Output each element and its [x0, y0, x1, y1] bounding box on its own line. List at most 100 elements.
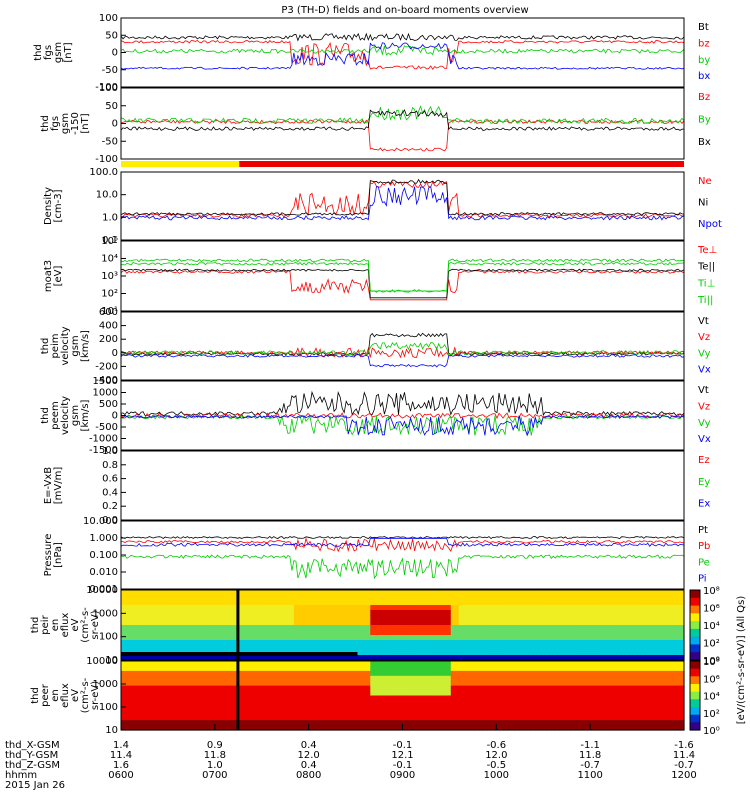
spectrogram-cell	[249, 625, 255, 631]
spectrogram-cell	[125, 665, 130, 672]
y-tick-label: 0.2	[102, 501, 118, 512]
spectrogram-cell	[414, 700, 420, 706]
spectrogram-cell	[201, 670, 206, 677]
y-tick-label: 100	[99, 702, 118, 713]
spectrogram-cell	[491, 640, 496, 646]
spectrogram-cell	[189, 635, 194, 641]
spectrogram-cell	[338, 705, 343, 711]
spectrogram-cell	[149, 690, 154, 697]
spectrogram-cell	[655, 665, 661, 672]
spectrogram-cell	[579, 620, 584, 626]
spectrogram-cell	[382, 630, 387, 636]
spectrogram-cell	[257, 605, 263, 611]
spectrogram-cell	[635, 650, 641, 656]
spectrogram-cell	[342, 590, 347, 596]
spectrogram-cell	[547, 685, 552, 692]
spectrogram-cell	[125, 615, 130, 621]
spectrogram-cell	[454, 675, 460, 682]
spectrogram-cell	[643, 695, 649, 701]
spectrogram-cell	[297, 600, 303, 606]
spectrogram-cell	[330, 690, 335, 697]
spectrogram-cell	[671, 715, 677, 721]
spectrogram-cell	[627, 680, 633, 687]
spectrogram-cell	[149, 665, 154, 672]
spectrogram-cell	[273, 605, 279, 611]
spectrogram-cell	[141, 700, 146, 706]
x-tick-label: 1.0	[207, 760, 223, 771]
spectrogram-cell	[285, 670, 291, 677]
spectrogram-cell	[217, 700, 223, 706]
spectrogram-cell	[671, 650, 677, 656]
x-axis-labels: thd_X-GSM 1.4 0.9 0.4 -0.1 -0.6 -1.1 -1.6thd_Y-…	[5, 724, 697, 791]
spectrogram-cell	[434, 690, 440, 697]
spectrogram-cell	[523, 715, 528, 721]
spectrogram-cell	[161, 590, 166, 596]
spectrogram-cell	[663, 605, 669, 611]
spectrogram-cell	[402, 625, 408, 631]
spectrogram-cell	[623, 705, 629, 711]
spectrogram-cell	[527, 595, 532, 601]
spectrogram-cell	[527, 705, 532, 711]
spectrogram-cell	[470, 645, 476, 651]
spectrogram-cell	[221, 670, 227, 677]
spectrogram-cell	[269, 625, 275, 631]
spectrogram-cell	[563, 690, 568, 697]
spectrogram-cell	[165, 680, 170, 687]
spectrogram-cell	[511, 630, 516, 636]
spectrogram-cell	[470, 610, 476, 616]
spectrogram-cell	[177, 625, 182, 631]
spectrogram-cell	[281, 605, 287, 611]
spectrogram-cell	[281, 655, 287, 661]
y-axis-label: sr-eV)	[90, 681, 101, 710]
spectrogram-cell	[165, 690, 170, 697]
spectrogram-cell	[647, 720, 653, 726]
spectrogram-cell	[635, 655, 641, 661]
spectrogram-cell	[390, 690, 395, 697]
spectrogram-cell	[201, 610, 206, 616]
spectrogram-cell	[607, 685, 613, 692]
spectrogram-cell	[225, 695, 231, 701]
spectrogram-cell	[233, 640, 239, 646]
spectrogram-cell	[527, 600, 532, 606]
spectrogram-cell	[503, 605, 508, 611]
spectrogram-cell	[322, 640, 327, 646]
spectrogram-cell	[221, 610, 227, 616]
spectrogram-cell	[374, 630, 379, 636]
spectrogram-cell	[519, 635, 524, 641]
spectrogram-cell	[462, 610, 468, 616]
spectrogram-cell	[269, 655, 275, 661]
spectrogram-cell	[229, 680, 235, 687]
spectrogram-cell	[382, 650, 387, 656]
spectrogram-cell	[201, 675, 206, 682]
spectrogram-cell	[655, 625, 661, 631]
spectrogram-cell	[643, 650, 649, 656]
spectrogram-cell	[495, 600, 500, 606]
spectrogram-cell	[237, 675, 243, 682]
spectrogram-cell	[615, 700, 621, 706]
spectrogram-cell	[398, 610, 404, 616]
spectrogram-cell	[157, 661, 162, 667]
x-tick-label: 11.4	[110, 750, 132, 761]
spectrogram-cell	[426, 695, 432, 701]
spectrogram-cell	[302, 665, 307, 672]
spectrogram-cell	[310, 610, 315, 616]
spectrogram-cell	[314, 690, 319, 697]
spectrogram-cell	[523, 695, 528, 701]
spectrogram-cell	[165, 615, 170, 621]
spectrogram-cell	[229, 600, 235, 606]
spectrogram-cell	[535, 615, 540, 621]
spectrogram-cell	[462, 625, 468, 631]
spectrogram-cell	[680, 600, 685, 606]
spectrogram-cell	[378, 590, 383, 596]
spectrogram-cell	[486, 670, 492, 677]
spectrogram-cell	[269, 725, 275, 731]
spectrogram-cell	[221, 695, 227, 701]
spectrogram-cell	[293, 630, 299, 636]
spectrogram-cell	[491, 725, 496, 731]
spectrogram-cell	[233, 655, 239, 661]
spectrogram-cell	[611, 655, 617, 661]
spectrogram-cell	[607, 635, 613, 641]
spectrogram-cell	[643, 635, 649, 641]
spectrogram-cell	[523, 620, 528, 626]
spectrogram-cell	[197, 715, 202, 721]
